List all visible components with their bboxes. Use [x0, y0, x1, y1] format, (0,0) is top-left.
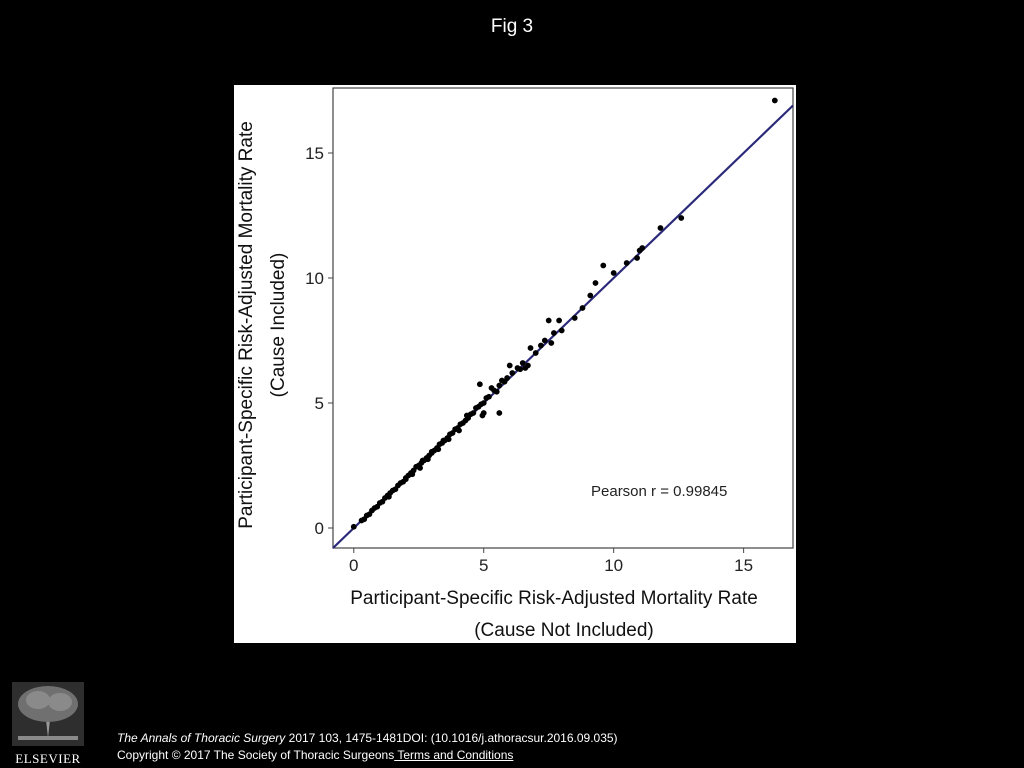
data-point	[496, 382, 503, 389]
data-point	[592, 280, 599, 286]
data-point	[634, 255, 640, 261]
data-point	[551, 330, 557, 336]
data-point	[470, 410, 477, 416]
data-point	[417, 465, 423, 471]
data-point	[623, 260, 630, 266]
data-point	[493, 388, 500, 395]
data-point	[532, 350, 539, 356]
data-point	[556, 317, 563, 324]
data-point	[504, 375, 511, 381]
data-point	[476, 381, 483, 388]
y-axis-title-line2: (Cause Included)	[268, 253, 289, 398]
data-point	[678, 215, 685, 221]
y-axis-ticks: 0 5 10 15	[305, 144, 333, 538]
journal-name: The Annals of Thoracic Surgery	[117, 731, 286, 745]
data-point	[571, 315, 578, 321]
data-point	[519, 360, 526, 366]
x-axis-title-line2: (Cause Not Included)	[474, 620, 654, 641]
citation-line: The Annals of Thoracic Surgery 2017 103,…	[117, 731, 618, 745]
copyright-text: Copyright © 2017 The Society of Thoracic…	[117, 748, 395, 762]
x-axis-ticks: 0 5 10 15	[349, 548, 753, 575]
data-point	[456, 427, 462, 434]
data-point	[496, 410, 503, 416]
pearson-annotation: Pearson r = 0.99845	[591, 483, 727, 500]
y-tick-label: 5	[315, 394, 324, 413]
data-point	[525, 362, 531, 369]
data-point	[538, 342, 544, 349]
x-axis-title-line1: Participant-Specific Risk-Adjusted Morta…	[350, 588, 758, 609]
data-point	[486, 393, 492, 400]
terms-and-conditions-link[interactable]: Terms and Conditions	[394, 748, 514, 762]
x-tick-label: 15	[734, 556, 753, 575]
data-point	[445, 436, 452, 443]
y-axis-title-line1: Participant-Specific Risk-Adjusted Morta…	[236, 121, 257, 529]
y-tick-label: 0	[315, 519, 324, 538]
data-point	[480, 400, 487, 406]
scatter-chart: 0 5 10 15 0 5 10 15 Pearson r = 0.99845 Partic…	[236, 87, 794, 641]
data-point	[548, 340, 555, 346]
data-point	[541, 337, 548, 344]
data-point	[350, 523, 357, 530]
figure-panel: 0 5 10 15 0 5 10 15 Pearson r = 0.99845 Partic…	[234, 85, 796, 643]
copyright-line: Copyright © 2017 The Society of Thoracic…	[117, 748, 513, 762]
slide-title: Fig 3	[490, 16, 534, 37]
data-point	[587, 292, 594, 299]
data-point	[527, 345, 534, 351]
elsevier-wordmark: ELSEVIER	[15, 751, 80, 766]
x-tick-label: 10	[604, 556, 623, 575]
y-tick-label: 10	[305, 269, 324, 288]
points-layer	[350, 97, 778, 530]
data-point	[506, 362, 513, 369]
x-tick-label: 5	[479, 556, 488, 575]
data-point	[657, 225, 664, 231]
data-point	[480, 410, 487, 416]
elsevier-logo: ELSEVIER	[12, 682, 84, 766]
data-point	[517, 366, 524, 373]
data-point	[639, 245, 646, 251]
data-point	[545, 317, 552, 324]
x-tick-label: 0	[349, 556, 358, 575]
citation-details: 2017 103, 1475-1481DOI: (10.1016/j.athor…	[285, 731, 618, 745]
plot-area-border	[332, 87, 794, 549]
data-point	[579, 305, 586, 311]
data-point	[509, 370, 516, 376]
data-point	[435, 446, 442, 453]
data-point	[558, 327, 565, 334]
data-point	[771, 97, 778, 104]
data-point	[600, 262, 607, 269]
data-point	[610, 270, 617, 276]
y-tick-label: 15	[305, 144, 324, 163]
